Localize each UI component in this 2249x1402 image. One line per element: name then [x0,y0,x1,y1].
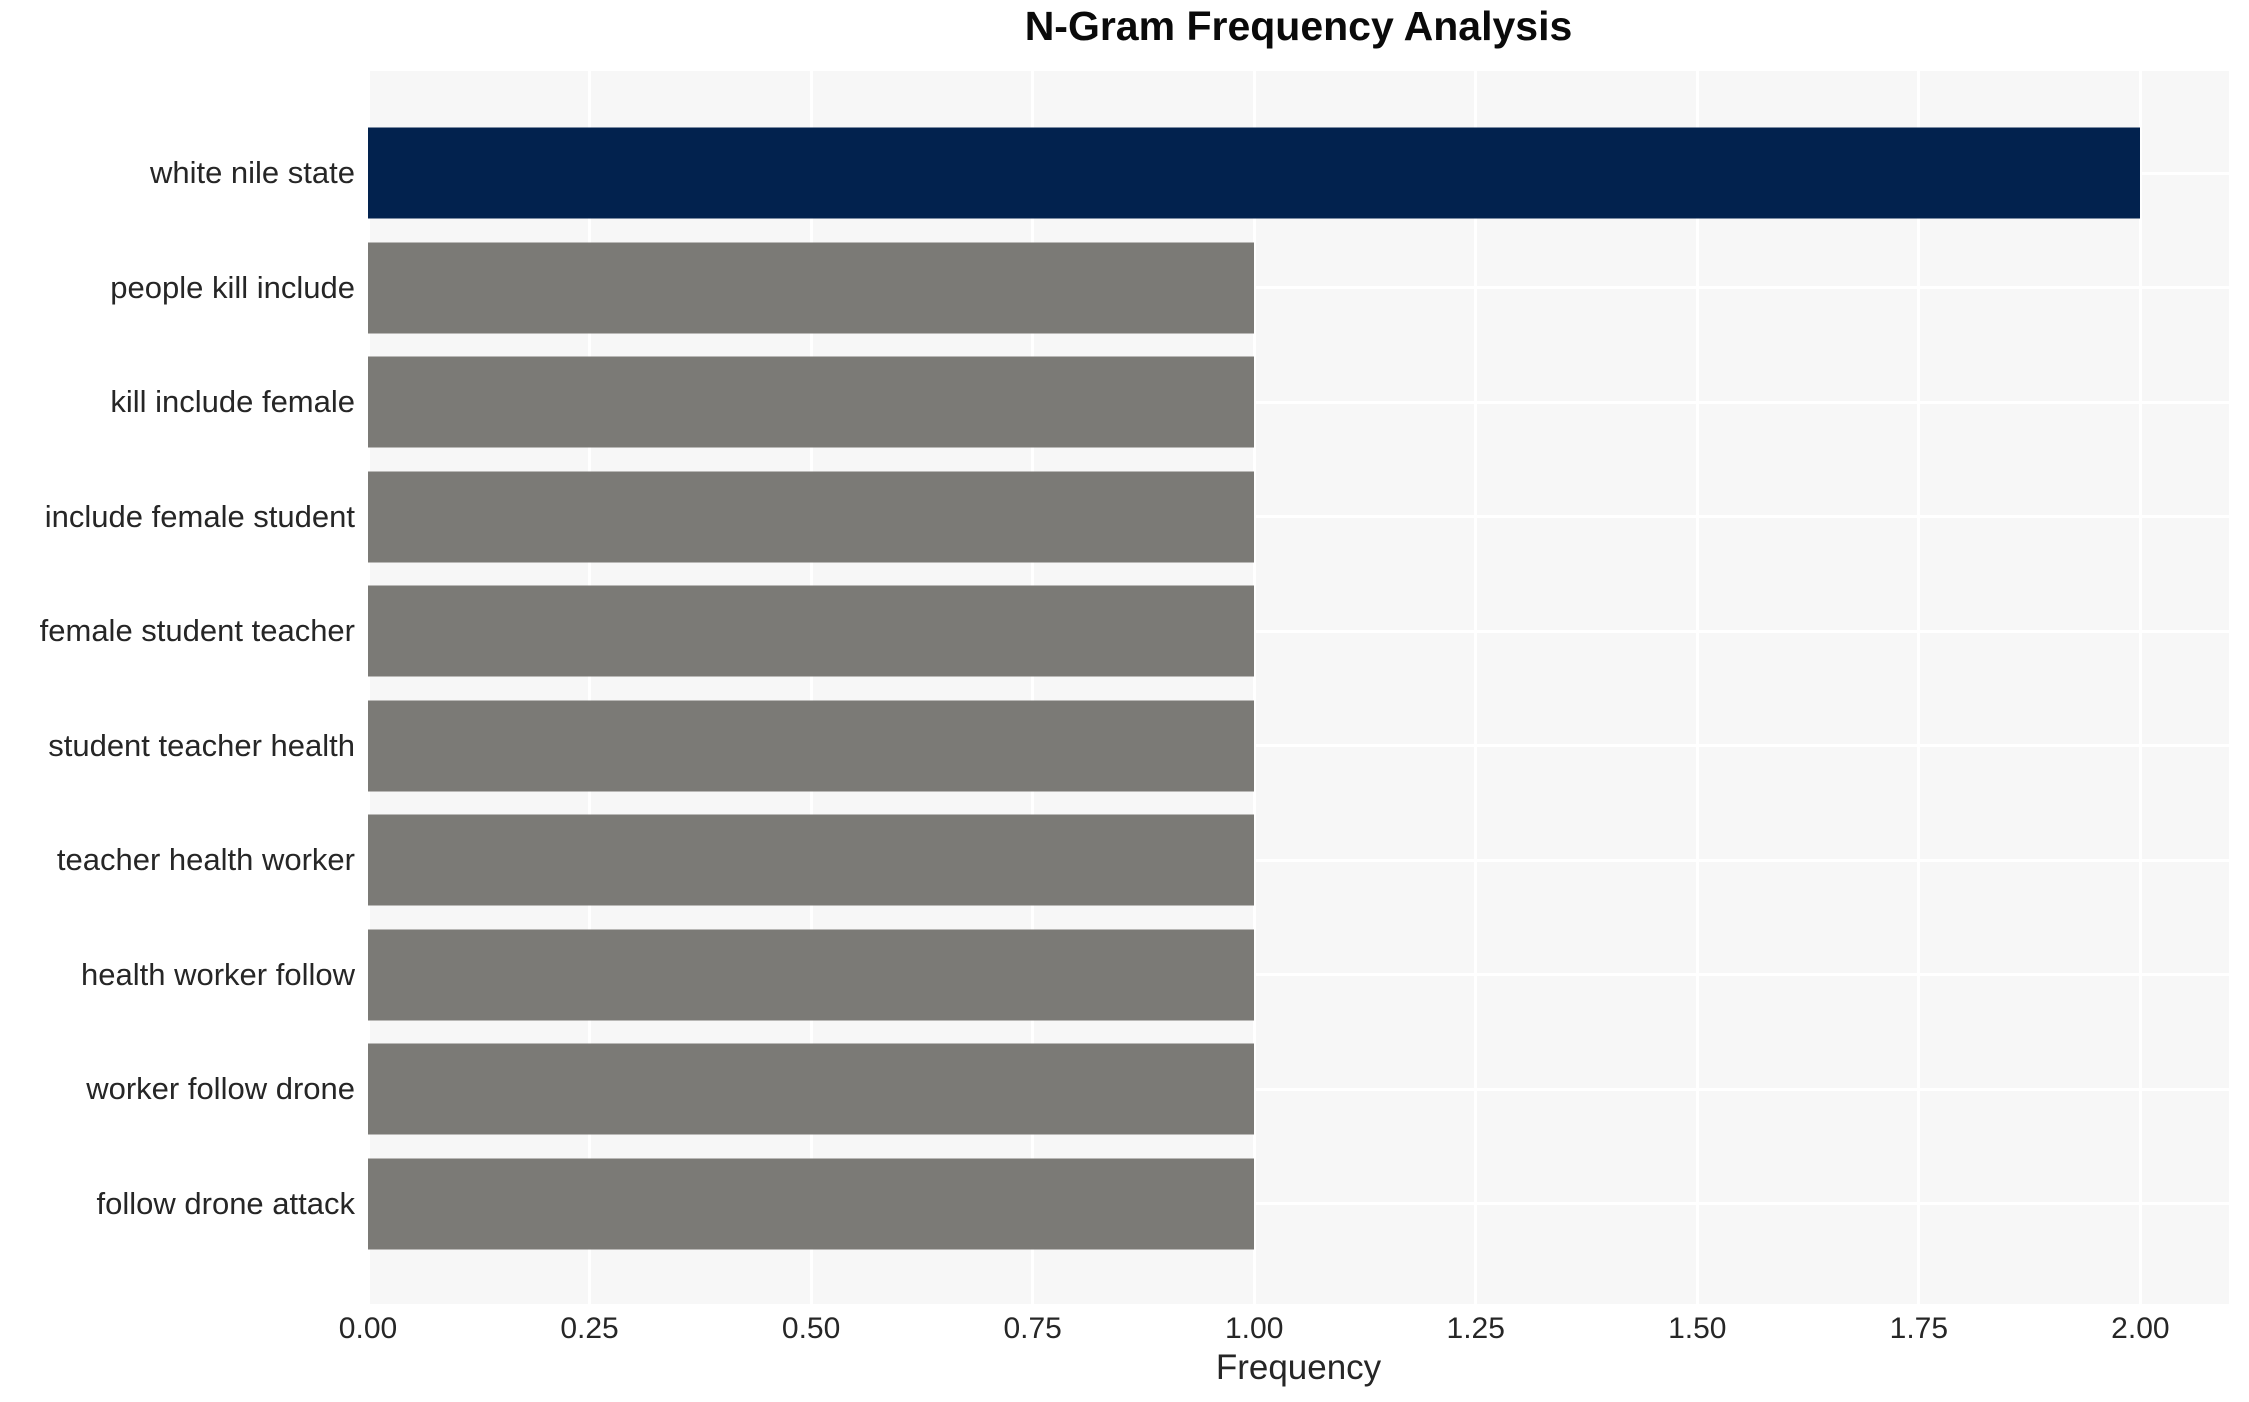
category-label: people kill include [110,269,355,305]
category-label: health worker follow [81,956,355,992]
category-label: student teacher health [48,727,355,763]
x-tick-label: 0.25 [560,1312,619,1345]
vertical-gridline [809,71,813,1304]
vertical-gridline [1252,71,1256,1304]
horizontal-gridline [368,400,2229,404]
category-label: female student teacher [39,613,355,649]
vertical-gridline [1695,71,1699,1304]
vertical-gridline [2138,71,2142,1304]
x-tick-label: 2.00 [2111,1312,2170,1345]
bar-row: teacher health worker [57,803,2229,918]
bar-row: student teacher health [48,689,2229,804]
vertical-gridline [1474,71,1478,1304]
horizontal-gridline [368,629,2229,633]
bar [368,127,2141,219]
vertical-gridline [1031,71,1035,1304]
category-label: follow drone attack [96,1185,355,1221]
vertical-gridline [1917,71,1921,1304]
bar [368,929,1255,1021]
x-axis-ticks: 0.00 0.25 0.50 0.75 1.00 1.25 1.50 1.75 2.00 [339,1312,2229,1352]
bar-row: kill include female [110,345,2229,460]
horizontal-gridline [368,286,2229,290]
category-label: worker follow drone [86,1071,355,1107]
category-label: include female student [44,498,355,534]
bar-row: female student teacher [40,574,2229,689]
bar-row: include female student [45,460,2229,575]
bar [368,585,1255,677]
x-tick-label: 0.75 [1003,1312,1062,1345]
category-label: kill include female [110,384,355,420]
plot-area: white nile state people kill include kill … [40,71,2229,1304]
vertical-gridline [366,71,370,1304]
x-tick-label: 1.50 [1668,1312,1727,1345]
bar-row: health worker follow [81,918,2229,1033]
x-tick-label: 1.75 [1889,1312,1949,1345]
horizontal-gridline [368,1202,2229,1206]
horizontal-gridline [368,973,2229,977]
bar [368,814,1255,906]
bar-row: white nile state [150,116,2229,231]
horizontal-gridline [368,858,2229,862]
bar-row: people kill include [110,231,2229,346]
x-axis-label: Frequency [1215,1348,1382,1387]
bar [368,700,1255,792]
bar [368,356,1255,448]
chart-title: N-Gram Frequency Analysis [1024,3,1573,49]
category-label: white nile state [149,155,355,191]
bar [368,471,1255,563]
x-tick-label: 0.50 [781,1312,841,1345]
bar [368,1158,1255,1250]
horizontal-gridline [368,1087,2229,1091]
x-tick-label: 0.00 [338,1312,398,1345]
bar-rows: white nile state people kill include kill … [40,116,2229,1262]
bar [368,242,1255,334]
x-tick-label: 1.00 [1224,1312,1284,1345]
x-tick-label: 1.25 [1446,1312,1505,1345]
vertical-gridline [588,71,592,1304]
bar [368,1043,1255,1135]
horizontal-gridline [368,515,2229,519]
bar-row: follow drone attack [97,1147,2229,1262]
horizontal-gridline [368,744,2229,748]
bar-row: worker follow drone [86,1032,2229,1147]
category-label: teacher health worker [56,842,355,878]
